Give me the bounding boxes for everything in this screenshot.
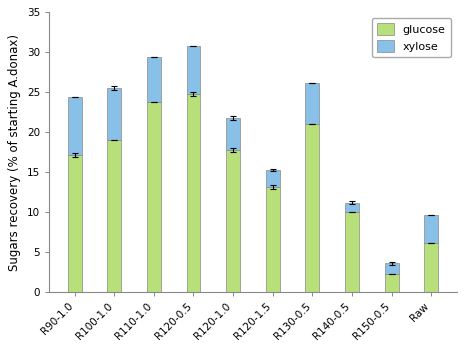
Bar [226, 150, 240, 292]
Bar [107, 140, 121, 292]
Bar [186, 46, 200, 94]
Bar [226, 118, 240, 150]
Bar [306, 124, 319, 292]
Bar [147, 102, 161, 292]
Bar [424, 243, 438, 292]
Bar [147, 57, 161, 102]
Bar [385, 274, 399, 292]
Bar [186, 94, 200, 292]
Bar [107, 88, 121, 140]
Y-axis label: Sugars recovery (% of starting A.donax): Sugars recovery (% of starting A.donax) [8, 34, 21, 271]
Bar [68, 155, 81, 292]
Bar [306, 83, 319, 124]
Bar [266, 187, 279, 292]
Bar [68, 97, 81, 155]
Bar [424, 215, 438, 243]
Legend: glucose, xylose: glucose, xylose [372, 18, 451, 57]
Bar [345, 203, 359, 212]
Bar [385, 264, 399, 274]
Bar [345, 212, 359, 292]
Bar [266, 170, 279, 187]
